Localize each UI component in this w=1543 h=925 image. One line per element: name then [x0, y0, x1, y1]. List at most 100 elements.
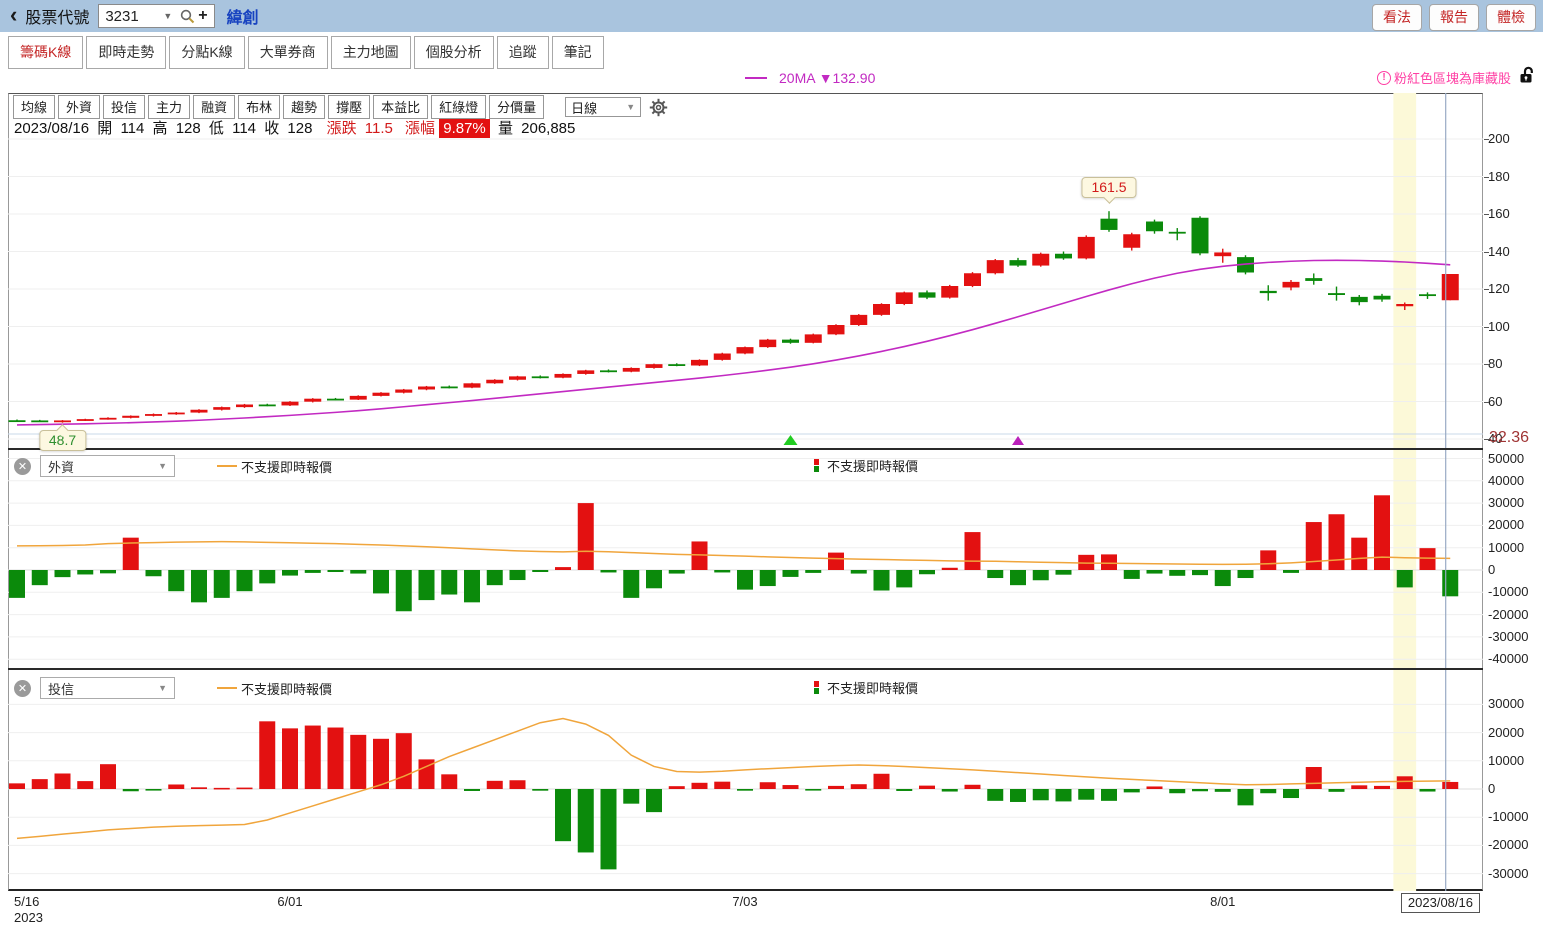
add-watch-icon[interactable]: + — [198, 7, 208, 24]
date-axis-label: 7/03 — [732, 894, 758, 909]
action-button-報告[interactable]: 報告 — [1429, 4, 1479, 31]
price-axis-tick: 40 — [1488, 431, 1503, 446]
action-button-體檢[interactable]: 體檢 — [1486, 4, 1536, 31]
close-label: 收 — [264, 120, 280, 137]
axis-tick-mark — [1484, 214, 1489, 215]
indicator-button-主力[interactable]: 主力 — [148, 95, 191, 119]
close-icon[interactable]: ✕ — [14, 679, 31, 697]
trust-flow-chart[interactable] — [8, 670, 1483, 891]
trust-select-value: 投信 — [48, 681, 75, 697]
main-price-chart[interactable] — [8, 93, 1483, 448]
indicator-button-撐壓[interactable]: 撐壓 — [328, 95, 371, 119]
chevron-down-icon: ▼ — [158, 683, 167, 693]
tab-個股分析[interactable]: 個股分析 — [413, 36, 494, 69]
tab-追蹤[interactable]: 追蹤 — [496, 36, 549, 69]
legend-text: 不支援即時報價 — [241, 459, 333, 475]
change-label: 漲跌 — [326, 120, 357, 137]
trust-axis-tick: -20000 — [1488, 837, 1529, 853]
tab-分點K線[interactable]: 分點K線 — [169, 36, 245, 69]
main-tabs: 籌碼K線 即時走勢 分點K線 大單券商 主力地圖 個股分析 追蹤 筆記 — [8, 36, 604, 69]
panel-separator — [8, 448, 1483, 450]
indicator-button-均線[interactable]: 均線 — [13, 95, 56, 119]
period-value: 日線 — [571, 100, 598, 116]
indicator-button-外資[interactable]: 外資 — [58, 95, 101, 119]
indicator-button-投信[interactable]: 投信 — [103, 95, 146, 119]
price-axis-tick: 120 — [1488, 281, 1510, 296]
stock-code-input[interactable]: 3231 — [105, 7, 139, 25]
chevron-down-icon[interactable]: ▼ — [163, 11, 173, 21]
price-axis-tick: 200 — [1488, 131, 1510, 146]
quote-date: 2023/08/16 — [14, 120, 90, 137]
foreign-panel-header: ✕ 外資 ▼ 不支援即時報價 — [14, 455, 332, 477]
price-annotation: 161.5 — [1081, 177, 1137, 205]
date-axis-label: 8/01 — [1210, 894, 1236, 909]
volume-value: 206,885 — [521, 120, 576, 137]
info-icon: ! — [1376, 70, 1391, 85]
tab-大單券商[interactable]: 大單券商 — [247, 36, 328, 69]
foreign-axis-tick: 50000 — [1488, 450, 1525, 466]
trust-panel-header: ✕ 投信 ▼ 不支援即時報價 — [14, 677, 332, 699]
foreign-flow-chart[interactable] — [8, 450, 1483, 668]
change-value: 11.5 — [364, 120, 393, 137]
foreign-axis-tick: 0 — [1488, 562, 1496, 577]
close-icon[interactable]: ✕ — [14, 457, 31, 475]
tab-主力地圖[interactable]: 主力地圖 — [330, 36, 411, 69]
price-annotation: 48.7 — [38, 423, 87, 451]
topbar-actions: 看法 報告 體檢 — [1372, 4, 1536, 31]
chevron-down-icon: ▼ — [626, 102, 636, 112]
trust-axis-tick: 30000 — [1488, 696, 1525, 712]
back-button[interactable]: ‹ — [10, 2, 18, 27]
line-swatch — [217, 686, 237, 690]
axis-tick-mark — [1484, 289, 1489, 290]
legend-text: 不支援即時報價 — [827, 681, 919, 696]
indicator-button-趨勢[interactable]: 趨勢 — [283, 95, 326, 119]
stock-search-box[interactable]: 3231 ▼ + — [98, 4, 215, 28]
trust-indicator-select[interactable]: 投信 ▼ — [40, 677, 175, 699]
axis-tick-mark — [1484, 251, 1489, 253]
treasury-stock-notice: ! 粉紅色區塊為庫藏股 — [1376, 68, 1511, 87]
search-icon[interactable] — [179, 8, 196, 25]
axis-tick-mark — [1484, 364, 1489, 365]
tab-即時走勢[interactable]: 即時走勢 — [86, 36, 167, 69]
indicator-toolbar: 均線 外資 投信 主力 融資 布林 趨勢 撐壓 本益比 紅綠燈 分價量 日線 ▼ — [13, 95, 668, 119]
trust-axis-tick: 10000 — [1488, 752, 1525, 768]
tab-籌碼K線[interactable]: 籌碼K線 — [8, 36, 84, 69]
volume-label: 量 — [497, 120, 513, 137]
close-value: 128 — [287, 120, 313, 137]
foreign-indicator-select[interactable]: 外資 ▼ — [40, 455, 175, 477]
gear-icon[interactable] — [649, 98, 668, 117]
action-button-看法[interactable]: 看法 — [1372, 4, 1422, 31]
stock-code-label: 股票代號 — [25, 10, 90, 27]
axis-tick-mark — [1484, 139, 1489, 140]
panel-separator — [8, 668, 1483, 670]
trust-axis-tick: -30000 — [1488, 865, 1529, 881]
candle-icon — [814, 681, 819, 694]
price-axis-tick: 80 — [1488, 356, 1503, 371]
indicator-button-分價量[interactable]: 分價量 — [489, 95, 545, 119]
foreign-axis-tick: -30000 — [1488, 628, 1529, 644]
open-label: 開 — [97, 120, 113, 137]
foreign-axis-tick: -10000 — [1488, 584, 1529, 600]
indicator-button-融資[interactable]: 融資 — [193, 95, 236, 119]
stock-name-link[interactable]: 緯創 — [226, 10, 259, 27]
foreign-line-legend: 不支援即時報價 — [217, 457, 332, 476]
date-axis-label: 2023/08/16 — [1400, 893, 1480, 913]
low-value: 114 — [232, 120, 257, 137]
indicator-button-布林[interactable]: 布林 — [238, 95, 281, 119]
chevron-down-icon: ▼ — [158, 461, 167, 471]
foreign-axis-tick: 10000 — [1488, 539, 1525, 555]
top-bar: ‹ 股票代號 3231 ▼ + 緯創 看法 報告 體檢 — [0, 0, 1543, 32]
unlock-icon[interactable] — [1519, 66, 1535, 89]
indicator-button-紅綠燈[interactable]: 紅綠燈 — [431, 95, 487, 119]
foreign-axis-tick: 20000 — [1488, 517, 1525, 533]
indicator-button-本益比[interactable]: 本益比 — [373, 95, 429, 119]
high-value: 128 — [175, 120, 201, 137]
period-select[interactable]: 日線 ▼ — [565, 97, 642, 117]
price-axis-tick: 140 — [1488, 243, 1510, 259]
foreign-candle-legend: 不支援即時報價 — [813, 456, 918, 475]
tab-筆記[interactable]: 筆記 — [551, 36, 604, 69]
pct-value: 9.87% — [439, 119, 490, 138]
price-axis-tick: 160 — [1488, 206, 1510, 221]
trust-axis-tick: 0 — [1488, 781, 1496, 796]
